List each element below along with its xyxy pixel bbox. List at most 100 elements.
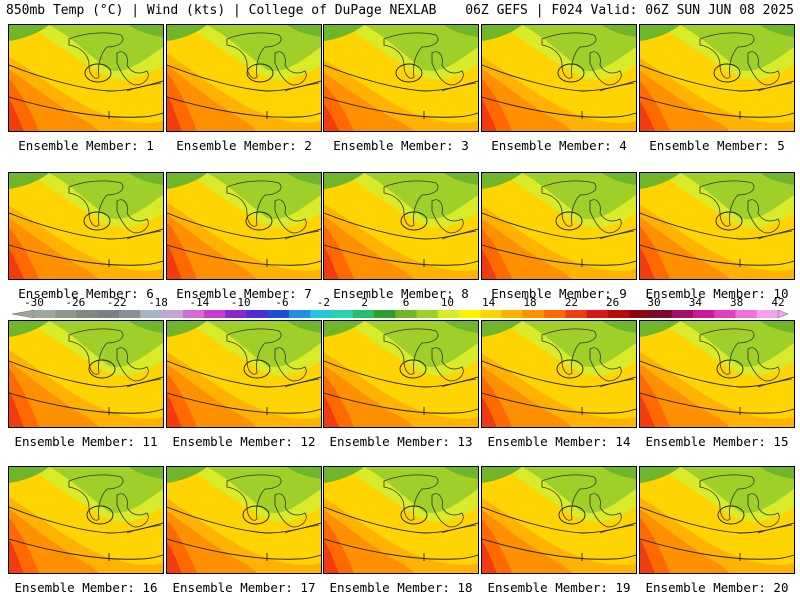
ensemble-member-panel: Ensemble Member: 13 [323, 320, 479, 449]
member-map [166, 24, 322, 132]
colorbar-cell [182, 310, 205, 318]
member-label: Ensemble Member: 7 [176, 286, 312, 301]
member-label: Ensemble Member: 5 [649, 138, 785, 153]
colorbar-cell [55, 310, 77, 318]
colorbar-tick-label: 26 [606, 296, 620, 309]
colorbar-cell [140, 310, 162, 318]
colorbar-cell [225, 310, 247, 318]
member-map [8, 172, 164, 280]
member-map [639, 24, 795, 132]
ensemble-member-panel: Ensemble Member: 9 [481, 172, 637, 301]
member-label: Ensemble Member: 13 [329, 434, 473, 449]
member-map [323, 466, 479, 574]
colorbar-tick-label: -6 [275, 296, 289, 309]
colorbar-tick-label: -30 [24, 296, 44, 309]
colorbar-tick-label: 30 [647, 296, 661, 309]
colorbar-cell [204, 310, 226, 318]
ensemble-member-panel: Ensemble Member: 2 [166, 24, 322, 153]
member-label: Ensemble Member: 17 [172, 580, 316, 595]
colorbar-tick-label: 10 [440, 296, 454, 309]
ensemble-member-panel: Ensemble Member: 14 [481, 320, 637, 449]
colorbar-tick-label: 22 [564, 296, 578, 309]
colorbar-tick-label: 42 [771, 296, 785, 309]
map-title: 850mb Temp (°C) | Wind (kts) | College o… [6, 3, 437, 18]
ensemble-member-panel: Ensemble Member: 8 [323, 172, 479, 301]
member-label: Ensemble Member: 14 [487, 434, 631, 449]
colorbar-cell [544, 310, 566, 318]
temperature-colorbar: -30 -26 -22 -18 -14 -10 -6 -2 2 6 10 14 18 22 26 30 34 38… [12, 296, 788, 320]
ensemble-member-panel: Ensemble Member: 6 [8, 172, 164, 301]
member-label: Ensemble Member: 18 [329, 580, 473, 595]
colorbar-scale [12, 310, 788, 318]
colorbar-tick-label: 38 [730, 296, 744, 309]
member-map [639, 172, 795, 280]
member-map [8, 320, 164, 428]
member-label: Ensemble Member: 19 [487, 580, 631, 595]
ensemble-member-panel: Ensemble Member: 20 [639, 466, 795, 595]
colorbar-tick-label: 6 [402, 296, 410, 309]
colorbar-cell [714, 310, 736, 318]
colorbar-tick-label: -10 [230, 296, 251, 309]
member-label: Ensemble Member: 3 [333, 138, 469, 153]
ensemble-member-panel: Ensemble Member: 10 [639, 172, 795, 301]
member-map [481, 320, 637, 428]
colorbar-cell [565, 310, 587, 318]
member-map [323, 24, 479, 132]
colorbar-cell [76, 310, 99, 318]
member-map [166, 320, 322, 428]
member-label: Ensemble Member: 9 [491, 286, 627, 301]
colorbar-cell [119, 310, 141, 318]
colorbar-cell [267, 310, 290, 318]
colorbar-cell [246, 310, 269, 318]
colorbar-cell [459, 310, 481, 318]
ensemble-member-panel: Ensemble Member: 15 [639, 320, 795, 449]
member-label: Ensemble Member: 1 [18, 138, 154, 153]
colorbar-tick-label: -14 [189, 296, 210, 309]
ensemble-member-panel: Ensemble Member: 1 [8, 24, 164, 153]
colorbar-cell [310, 310, 332, 318]
ensemble-member-panel: Ensemble Member: 3 [323, 24, 479, 153]
member-label: Ensemble Member: 15 [645, 434, 789, 449]
ensemble-member-panel: Ensemble Member: 4 [481, 24, 637, 153]
member-map [323, 172, 479, 280]
colorbar-cell [735, 310, 758, 318]
colorbar-cell [395, 310, 417, 318]
member-map [166, 172, 322, 280]
colorbar-tick-label: 18 [523, 296, 537, 309]
colorbar-cell [416, 310, 439, 318]
colorbar-cell [607, 310, 630, 318]
member-label: Ensemble Member: 6 [18, 286, 154, 301]
colorbar-tick-label: 14 [482, 296, 496, 309]
member-map [8, 466, 164, 574]
colorbar-cell [650, 310, 673, 318]
colorbar-tick-label: -22 [106, 296, 127, 309]
member-label: Ensemble Member: 16 [14, 580, 158, 595]
colorbar-cell [374, 310, 396, 318]
member-label: Ensemble Member: 8 [333, 286, 469, 301]
member-map [166, 466, 322, 574]
colorbar-cell [289, 310, 311, 318]
colorbar-cell [692, 310, 715, 318]
colorbar-cell [480, 310, 502, 318]
colorbar-cell [586, 310, 609, 318]
colorbar-tick-label: -2 [316, 296, 330, 309]
member-label: Ensemble Member: 4 [491, 138, 627, 153]
ensemble-member-panel: Ensemble Member: 16 [8, 466, 164, 595]
member-map [323, 320, 479, 428]
ensemble-member-panel: Ensemble Member: 17 [166, 466, 322, 595]
colorbar-cell [671, 310, 694, 318]
colorbar-cell [97, 310, 120, 318]
member-label: Ensemble Member: 10 [645, 286, 789, 301]
ensemble-member-panel: Ensemble Member: 19 [481, 466, 637, 595]
colorbar-cell [756, 310, 779, 318]
member-map [639, 466, 795, 574]
ensemble-member-panel: Ensemble Member: 18 [323, 466, 479, 595]
member-map [481, 172, 637, 280]
member-label: Ensemble Member: 11 [14, 434, 158, 449]
member-map [8, 24, 164, 132]
member-label: Ensemble Member: 2 [176, 138, 312, 153]
colorbar-tick-label: -18 [148, 296, 168, 309]
member-map [481, 466, 637, 574]
member-label: Ensemble Member: 20 [645, 580, 789, 595]
colorbar-cell [352, 310, 375, 318]
